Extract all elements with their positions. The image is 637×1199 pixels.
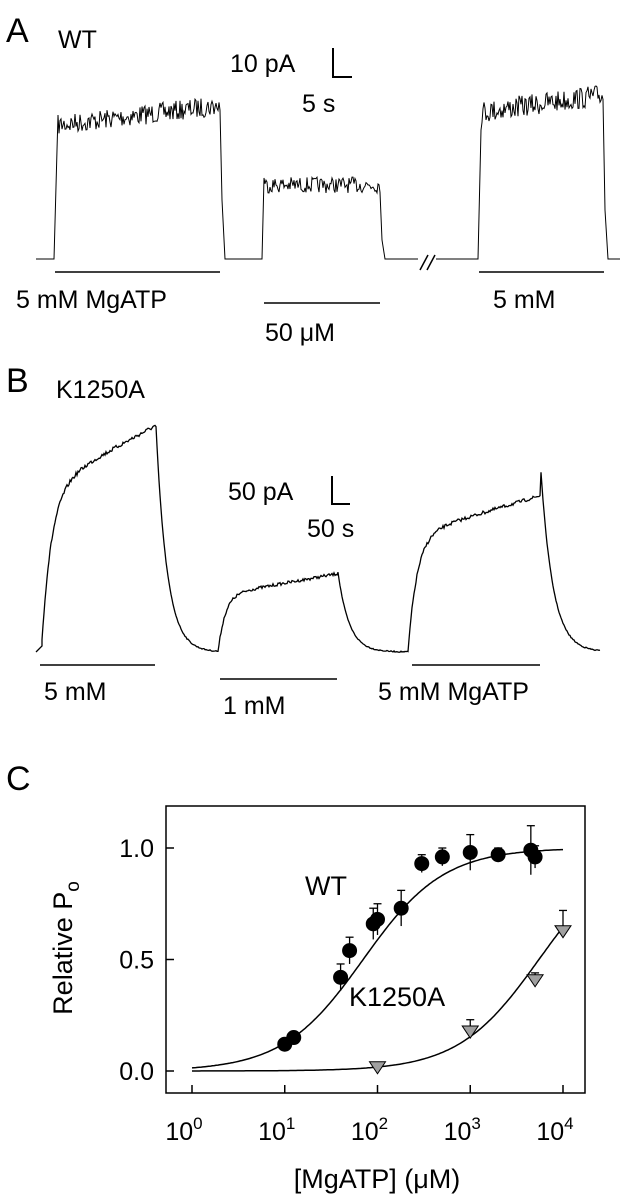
panel-b-scale-bar (331, 476, 350, 505)
panel-b: B K1250A 50 pA 50 s 5 mM 1 mM 5 mM MgATP (6, 362, 601, 720)
series-wt-points (277, 825, 543, 1052)
y-axis-label-main: Relative P (48, 892, 78, 1015)
y-axis-label-sub: o (63, 881, 84, 892)
panel-b-label-2: 1 mM (223, 692, 286, 720)
panel-a-label-3: 5 mM (493, 286, 556, 314)
data-point-wt (393, 900, 409, 916)
panel-a-break-mark (426, 254, 436, 271)
y-tick-label: 1.0 (119, 835, 154, 863)
panel-b-label-3: 5 mM MgATP (378, 678, 529, 706)
y-axis-label: Relative Po (48, 881, 84, 1015)
x-tick-label: 103 (444, 1114, 481, 1146)
fit-curve-wt (191, 848, 563, 1069)
panel-b-title: K1250A (56, 376, 145, 404)
panel-a-title: WT (58, 26, 97, 54)
x-ticks: 100 101 102 103 104 (165, 1085, 574, 1146)
x-tick-label: 101 (258, 1114, 295, 1146)
y-tick-label: 0.5 (119, 947, 154, 975)
data-point-wt (370, 911, 385, 927)
data-point-wt (286, 1030, 302, 1046)
panel-b-trace (35, 424, 601, 653)
panel-a-trace-1 (36, 97, 418, 260)
panel-a-label-2: 50 μM (265, 319, 335, 347)
data-point-wt (462, 844, 478, 860)
panel-a-label-1: 5 mM MgATP (16, 286, 167, 314)
x-axis-label: [MgATP] (μM) (294, 1164, 461, 1194)
data-point-wt (333, 969, 349, 985)
panel-b-letter: B (6, 362, 29, 400)
data-point-k1250a (368, 1061, 387, 1075)
data-point-wt (414, 856, 430, 872)
panel-a-scale-y-label: 10 pA (230, 50, 296, 78)
panel-a-scale-x-label: 5 s (302, 90, 335, 118)
svg-text:Relative Po: Relative Po (48, 881, 84, 1015)
panel-a-letter: A (6, 12, 29, 50)
x-tick-label: 102 (351, 1114, 388, 1146)
series-label-k1250a: K1250A (349, 982, 445, 1012)
series-k1250a-points (368, 909, 572, 1075)
panel-c: C Relative Po [MgATP] (μM) 0.0 0.5 1.0 100… (6, 760, 586, 1194)
data-point-k1250a (554, 925, 572, 939)
panel-a-scale-bar (332, 48, 352, 78)
x-tick-label: 104 (536, 1114, 573, 1146)
data-point-wt (342, 943, 358, 959)
panel-a: A WT 10 pA 5 s 5 mM MgATP 50 μM 5 mM (6, 12, 620, 347)
data-point-wt (490, 847, 506, 863)
y-ticks: 0.0 0.5 1.0 (119, 835, 174, 1086)
x-tick-label: 100 (165, 1114, 202, 1146)
data-point-k1250a (461, 1025, 480, 1039)
panel-b-scale-y-label: 50 pA (228, 478, 294, 506)
panel-a-trace-2 (436, 85, 620, 260)
data-point-k1250a (526, 974, 545, 988)
data-point-wt (434, 849, 450, 865)
series-label-wt: WT (305, 871, 347, 901)
panel-c-letter: C (6, 760, 31, 798)
panel-b-label-1: 5 mM (44, 678, 107, 706)
panel-a-break-mark (419, 254, 429, 271)
panel-b-scale-x-label: 50 s (307, 515, 354, 543)
plot-frame (165, 805, 586, 1094)
data-point-wt (527, 849, 543, 865)
y-tick-label: 0.0 (119, 1058, 154, 1086)
